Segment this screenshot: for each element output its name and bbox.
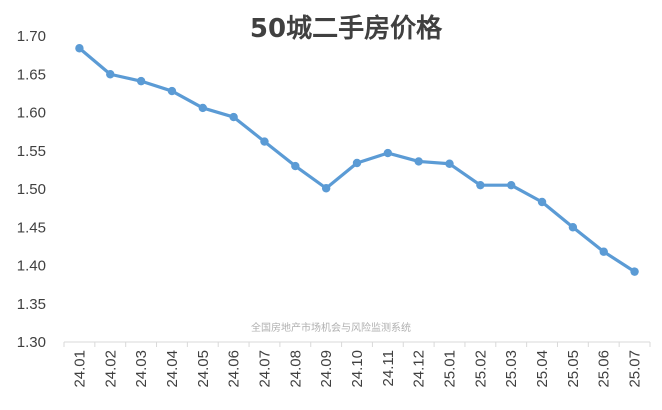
data-point xyxy=(229,112,238,122)
watermark: 全国房地产市场机会与风险监测系统 xyxy=(251,321,411,334)
x-tick-label: 24.11 xyxy=(380,350,397,386)
x-tick-label: 24.02 xyxy=(102,350,119,388)
x-tick-label: 25.01 xyxy=(442,350,459,388)
x-tick-label: 24.04 xyxy=(164,350,181,388)
x-tick-label: 24.09 xyxy=(318,350,335,388)
data-point xyxy=(414,157,423,166)
y-axis: 1.30 1.35 1.40 1.45 1.50 1.55 1.60 1.65 1.70 xyxy=(17,28,46,351)
x-tick-label: 24.07 xyxy=(256,350,273,388)
x-axis: 24.01 24.02 24.03 24.04 24.05 24.06 24.07 24.08… xyxy=(63,342,651,388)
data-point xyxy=(383,148,393,158)
x-tick-label: 25.07 xyxy=(627,350,644,388)
y-tick-label: 1.55 xyxy=(17,143,46,160)
data-point xyxy=(106,70,115,79)
data-point xyxy=(291,161,300,171)
data-point xyxy=(260,137,269,146)
data-point xyxy=(507,180,516,190)
x-tick-label: 25.02 xyxy=(472,350,489,388)
x-tick-label: 25.05 xyxy=(565,350,582,388)
data-point xyxy=(568,223,578,232)
y-tick-label: 1.50 xyxy=(17,181,46,198)
y-tick-label: 1.65 xyxy=(17,66,46,83)
data-point xyxy=(136,76,146,86)
data-point xyxy=(630,267,639,276)
data-point xyxy=(198,103,207,113)
data-point xyxy=(445,159,454,168)
y-tick-label: 1.35 xyxy=(17,296,46,313)
y-tick-label: 1.70 xyxy=(17,28,46,45)
x-tick-label: 25.03 xyxy=(503,350,520,388)
x-tick-label: 24.05 xyxy=(195,350,212,388)
x-tick-label: 24.12 xyxy=(411,350,428,388)
x-tick-label: 24.06 xyxy=(226,350,243,388)
x-tick-label: 24.03 xyxy=(133,350,150,388)
x-tick-label: 24.08 xyxy=(287,350,304,388)
data-point xyxy=(352,158,362,168)
x-tick-label: 25.04 xyxy=(534,350,551,388)
data-point xyxy=(599,247,608,256)
x-tick-label: 25.06 xyxy=(596,350,613,388)
y-tick-label: 1.45 xyxy=(17,219,46,236)
data-point xyxy=(167,86,177,96)
data-point xyxy=(321,184,331,193)
series-group xyxy=(75,44,639,276)
chart-title: 50城二手房价格 xyxy=(250,13,443,44)
data-point xyxy=(537,197,547,207)
y-tick-label: 1.60 xyxy=(17,105,46,122)
x-tick-label: 24.10 xyxy=(349,350,366,388)
data-point xyxy=(476,180,485,190)
y-tick-label: 1.30 xyxy=(17,334,46,351)
x-tick-label: 24.01 xyxy=(71,350,88,388)
data-point xyxy=(75,44,84,53)
y-tick-label: 1.40 xyxy=(17,258,46,275)
